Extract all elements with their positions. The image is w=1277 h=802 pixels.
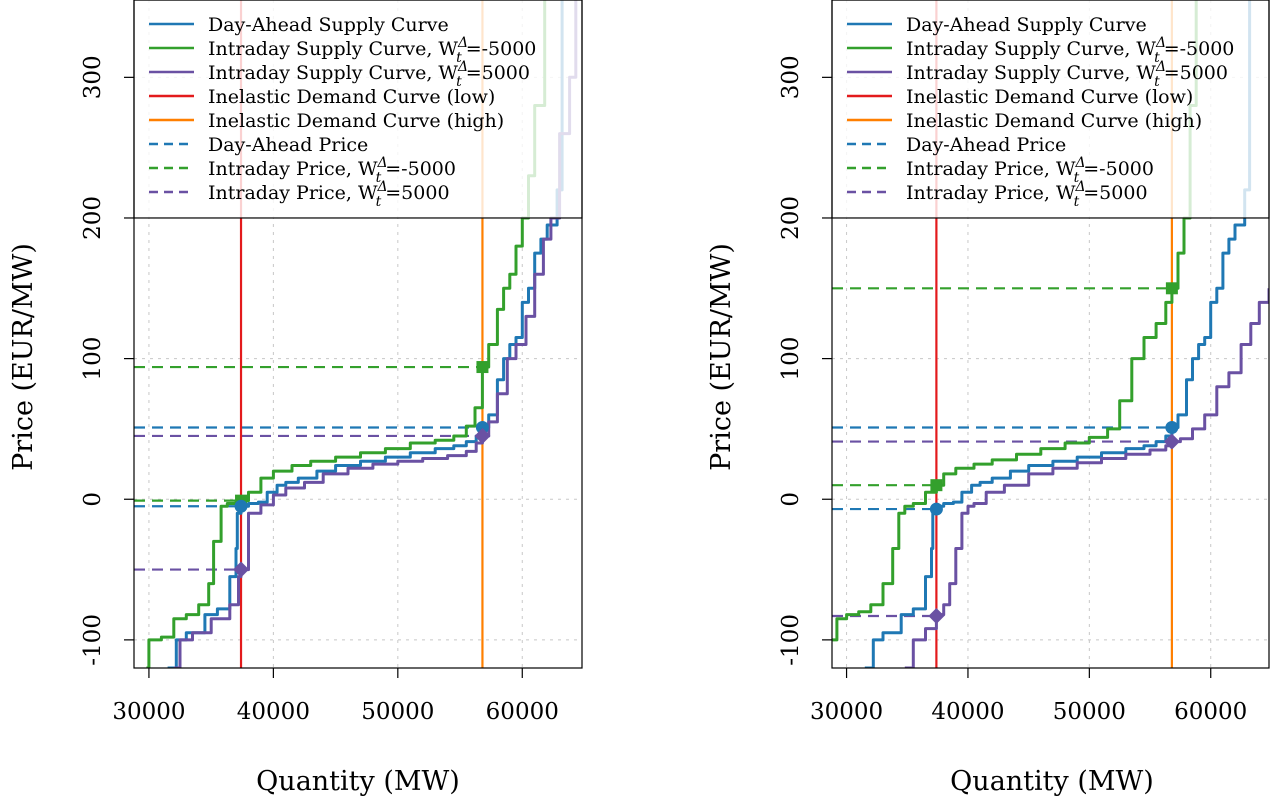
legend-entry: Day-Ahead Supply Curve xyxy=(906,14,1147,36)
legend-entry: Intraday Supply Curve, WΔ t =-5000 xyxy=(208,35,536,66)
y-tick-label: 200 xyxy=(778,196,804,240)
legend-entry: Inelastic Demand Curve (low) xyxy=(906,86,1193,108)
x-tick-label: 40000 xyxy=(237,699,310,725)
legend-entry: Inelastic Demand Curve (high) xyxy=(906,110,1202,132)
price-marker-diamond xyxy=(474,427,491,444)
price-marker-square xyxy=(476,361,489,374)
y-tick-label: 0 xyxy=(80,492,106,507)
x-tick-label: 30000 xyxy=(112,699,185,725)
supply-curve-0 xyxy=(167,0,564,668)
y-tick-label: -100 xyxy=(80,614,106,666)
x-tick-label: 60000 xyxy=(486,699,559,725)
x-axis-title: Quantity (MW) xyxy=(256,766,460,797)
price-marker-diamond xyxy=(1163,433,1180,450)
x-tick-label: 40000 xyxy=(931,699,1004,725)
legend-entry: Day-Ahead Supply Curve xyxy=(208,14,449,36)
supply-curve-0 xyxy=(864,0,1252,668)
y-tick-label: 100 xyxy=(80,337,106,381)
y-axis-title: Price (EUR/MW) xyxy=(8,243,39,471)
price-marker-diamond xyxy=(928,607,945,624)
price-marker-circle xyxy=(1165,421,1179,435)
price-marker-diamond xyxy=(233,561,250,578)
supply-curve-2 xyxy=(173,0,578,668)
legend-entry: Intraday Supply Curve, WΔ t =5000 xyxy=(906,59,1228,90)
y-tick-label: -100 xyxy=(778,614,804,666)
price-marker-circle xyxy=(234,499,248,513)
plot-frame xyxy=(831,0,1270,669)
legend-entry: Intraday Price, WΔ t =5000 xyxy=(208,179,450,210)
legend-entry: Intraday Supply Curve, WΔ t =-5000 xyxy=(906,35,1234,66)
legend-entry: Intraday Price, WΔ t =-5000 xyxy=(208,155,456,186)
legend-entry: Inelastic Demand Curve (high) xyxy=(208,110,504,132)
y-axis-title: Price (EUR/MW) xyxy=(706,243,737,471)
price-marker-square xyxy=(1165,282,1178,295)
x-tick-label: 50000 xyxy=(1053,699,1126,725)
legend-box xyxy=(133,0,583,219)
x-tick-label: 30000 xyxy=(810,699,883,725)
x-axis-title: Quantity (MW) xyxy=(950,766,1154,797)
supply-curve-1 xyxy=(832,0,1198,642)
price-marker-circle xyxy=(929,502,943,516)
x-tick-label: 60000 xyxy=(1174,699,1247,725)
price-marker-circle xyxy=(475,421,489,435)
x-tick-label: 50000 xyxy=(361,699,434,725)
legend-entry: Day-Ahead Price xyxy=(208,134,368,156)
legend-entry: Intraday Supply Curve, WΔ t =5000 xyxy=(208,59,530,90)
y-tick-label: 200 xyxy=(80,196,106,240)
plot-frame xyxy=(133,0,583,669)
y-tick-label: 300 xyxy=(80,55,106,99)
legend-entry: Inelastic Demand Curve (low) xyxy=(208,86,495,108)
legend-entry: Intraday Price, WΔ t =-5000 xyxy=(906,155,1154,186)
legend-entry: Intraday Price, WΔ t =5000 xyxy=(906,179,1148,210)
supply-curve-2 xyxy=(904,288,1269,668)
legend-box xyxy=(831,0,1270,219)
legend-entry: Day-Ahead Price xyxy=(906,134,1066,156)
supply-curve-1 xyxy=(146,0,547,668)
y-tick-label: 100 xyxy=(778,337,804,381)
y-tick-label: 0 xyxy=(778,492,804,507)
y-tick-label: 300 xyxy=(778,55,804,99)
price-marker-square xyxy=(930,479,943,492)
